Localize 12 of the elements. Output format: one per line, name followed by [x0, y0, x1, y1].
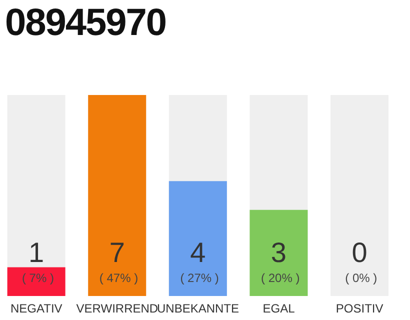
x-tick-label: UNBEKANNTE — [156, 302, 240, 316]
data-label: 0 ( 0% ) — [342, 237, 378, 285]
data-label: 1 ( 7% ) — [18, 237, 54, 285]
data-label: 3 ( 20% ) — [258, 237, 300, 285]
data-label: 7 ( 47% ) — [96, 237, 138, 285]
x-tick-label: NEGATIV — [10, 302, 62, 316]
x-tick-label: EGAL — [262, 302, 296, 316]
chart-title: 08945970 — [5, 2, 166, 45]
bar — [7, 267, 66, 296]
data-label: 4 ( 27% ) — [176, 237, 219, 285]
x-tick-label: POSITIV — [336, 302, 384, 316]
x-tick-label: VERWIRREND — [76, 302, 158, 316]
